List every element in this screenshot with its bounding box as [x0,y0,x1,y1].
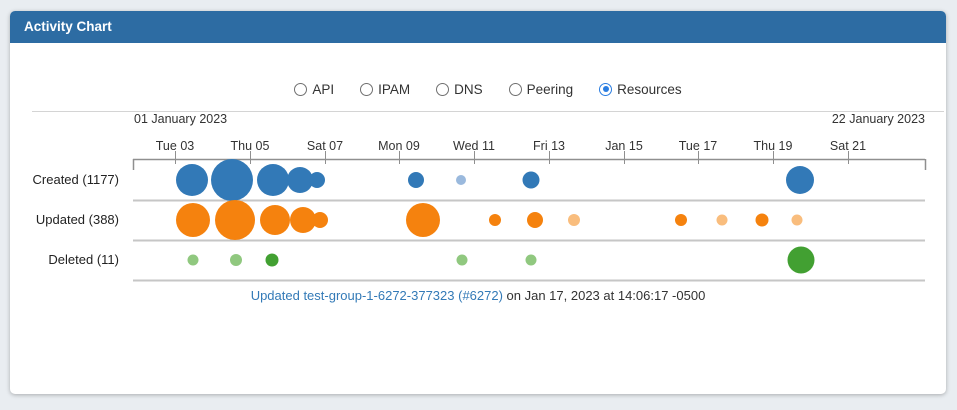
radio-label: Resources [617,82,682,97]
tick-label: Wed 11 [453,139,495,153]
radio-label: Peering [526,82,574,97]
panel-title: Activity Chart [24,19,112,34]
tick-label: Fri 13 [533,139,565,153]
activity-bubble-updated[interactable] [176,203,210,237]
activity-bubble-updated[interactable] [406,203,440,237]
activity-bubble-updated[interactable] [791,214,803,226]
activity-bubble-created[interactable] [786,166,814,194]
filter-option-dns[interactable]: DNS [436,82,483,97]
activity-bubble-updated[interactable] [568,214,580,226]
selected-event-caption: Updated test-group-1-6272-377323 (#6272)… [10,288,946,303]
filter-option-api[interactable]: API [294,82,334,97]
radio-icon[interactable] [508,83,522,96]
row-label-deleted: Deleted (11) [48,252,119,267]
activity-bubble-deleted[interactable] [525,254,537,266]
activity-bubble-deleted[interactable] [456,254,468,266]
activity-bubble-updated[interactable] [675,214,687,226]
radio-label: IPAM [378,82,411,97]
radio-icon[interactable] [436,83,450,96]
activity-bubble-created[interactable] [257,164,289,196]
header-separator [32,111,944,112]
tick-label: Jan 15 [605,139,643,153]
tick-label: Tue 17 [678,139,718,153]
activity-type-filter: API IPAM DNS Peering Resources [20,82,956,97]
tick-label: Sat 07 [306,139,344,153]
tick-label: Sat 21 [829,139,867,153]
activity-bubble-created[interactable] [309,172,325,188]
filter-option-peering[interactable]: Peering [508,82,574,97]
radio-label: DNS [454,82,483,97]
activity-bubble-updated[interactable] [290,207,316,233]
activity-bubble-created[interactable] [408,172,424,188]
activity-bubble-deleted[interactable] [787,246,815,274]
activity-bubble-updated[interactable] [716,214,728,226]
radio-icon[interactable] [294,83,308,96]
event-link[interactable]: Updated test-group-1-6272-377323 (#6272) [250,288,503,303]
date-range-end: 22 January 2023 [831,112,925,126]
activity-bubble-deleted[interactable] [265,253,279,267]
activity-bubble-created[interactable] [176,164,208,196]
activity-bubble-created[interactable] [287,167,313,193]
activity-bubble-updated[interactable] [755,213,769,227]
filter-option-resources[interactable]: Resources [599,82,682,97]
date-range-start: 01 January 2023 [134,112,228,126]
tick-label: Tue 03 [155,139,195,153]
activity-chart-panel: Activity Chart API IPAM DNS Peering Reso… [10,11,946,394]
tick-label: Thu 05 [230,139,270,153]
tick-label: Mon 09 [378,139,420,153]
activity-bubble-created[interactable] [522,171,540,189]
activity-bubble-updated[interactable] [215,200,255,240]
activity-bubble-updated[interactable] [527,212,543,228]
radio-icon[interactable] [360,83,374,96]
radio-label: API [312,82,335,97]
activity-bubble-deleted[interactable] [187,254,199,266]
activity-bubble-updated[interactable] [260,205,290,235]
row-label-updated: Updated (388) [35,212,119,227]
activity-bubble-updated[interactable] [489,214,501,226]
row-label-created: Created (1177) [32,172,119,187]
radio-icon[interactable] [599,83,613,96]
filter-option-ipam[interactable]: IPAM [360,82,410,97]
activity-bubble-updated[interactable] [312,212,328,228]
panel-header: Activity Chart [10,11,946,43]
event-timestamp: on Jan 17, 2023 at 14:06:17 -0500 [502,288,706,303]
activity-bubble-deleted[interactable] [230,254,242,266]
activity-bubble-created[interactable] [211,159,253,201]
tick-label: Thu 19 [753,139,793,153]
activity-bubble-created[interactable] [456,175,466,185]
